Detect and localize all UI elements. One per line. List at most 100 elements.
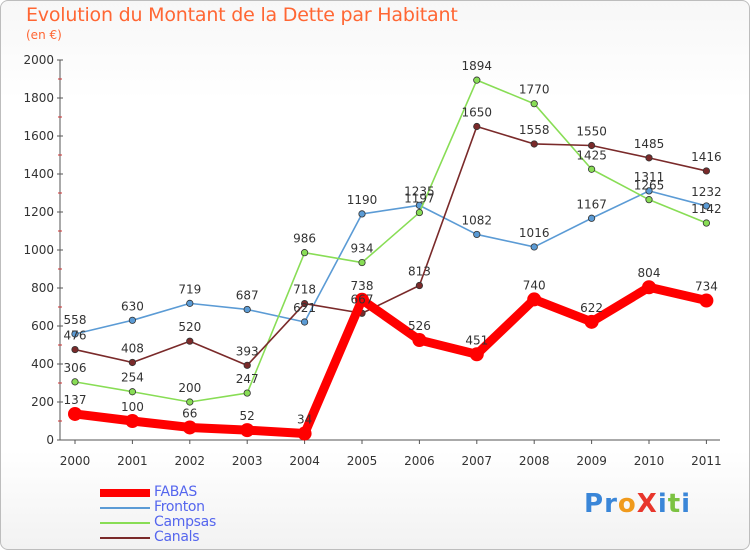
data-point-campsas [645,196,653,204]
data-point-fronton [300,318,309,326]
data-point-campsas [530,100,538,108]
data-label-canals: 1558 [519,123,550,137]
y-tick-label: 1200 [23,205,54,219]
data-point-canals [415,281,423,290]
legend-label-fronton: Fronton [154,499,205,515]
x-tick-label: 2004 [289,454,320,468]
data-label-fabas: 526 [408,319,431,333]
data-point-canals [71,345,79,354]
data-label-campsas: 1197 [404,192,435,206]
series-line-fronton [74,190,708,335]
data-label-campsas: 200 [178,381,201,395]
logo-letter: i [681,489,692,519]
y-tick-label: 400 [31,357,54,371]
legend-label-fabas: FABAS [154,484,197,500]
data-label-fabas: 740 [523,278,546,292]
data-label-fabas: 66 [182,406,197,420]
data-label-campsas: 934 [351,242,374,256]
data-point-fabas [297,426,312,441]
data-label-canals: 1650 [462,106,493,120]
x-tick-label: 2008 [519,454,550,468]
data-label-canals: 1485 [634,137,665,151]
legend-swatch-fronton [100,507,150,509]
data-point-fabas [182,420,197,435]
y-tick-label: 1000 [23,243,54,257]
data-point-canals [702,167,711,175]
data-label-campsas: 254 [121,371,144,385]
data-point-fronton [530,243,538,251]
data-point-fronton [473,230,481,239]
x-tick-label: 2000 [60,454,91,468]
data-point-fabas [469,347,484,362]
data-point-fronton [186,299,194,307]
data-point-fronton [358,210,366,218]
data-point-fabas [355,292,369,307]
data-label-fabas: 622 [580,301,603,315]
x-tick-label: 2010 [634,454,665,468]
data-label-fronton: 621 [293,301,316,315]
data-label-campsas: 1265 [634,179,665,193]
data-label-campsas: 1425 [576,148,607,162]
data-label-fronton: 1016 [519,226,550,240]
x-tick-label: 2003 [232,454,263,468]
data-point-fabas [699,293,714,308]
data-label-campsas: 1142 [691,202,722,216]
data-label-fabas: 451 [465,333,488,347]
x-tick-label: 2009 [576,454,607,468]
data-label-canals: 408 [121,341,144,355]
data-label-canals: 476 [64,329,87,343]
data-label-fronton: 1167 [576,197,607,211]
data-point-campsas [587,165,596,173]
data-label-canals: 1550 [576,125,607,139]
data-label-campsas: 1894 [462,59,493,73]
data-point-canals [473,122,481,131]
data-label-fabas: 100 [121,400,144,414]
data-label-campsas: 986 [293,232,316,246]
data-point-canals [645,154,653,162]
data-point-fabas [584,314,599,329]
x-tick-label: 2011 [691,454,722,468]
data-point-fabas [125,414,140,428]
data-label-fabas: 52 [240,409,255,423]
data-point-campsas [415,208,423,217]
data-label-campsas: 1770 [519,83,550,97]
data-point-fronton [128,316,136,324]
data-label-canals: 393 [236,344,259,358]
y-tick-label: 1400 [23,167,54,181]
y-tick-label: 200 [31,395,54,409]
data-label-fronton: 719 [178,282,201,296]
data-point-campsas [243,389,251,397]
data-point-fronton [587,214,596,222]
data-point-campsas [702,219,711,227]
legend-label-canals: Canals [154,529,200,545]
y-tick-label: 1800 [23,91,54,105]
data-point-fronton [71,330,79,338]
data-label-fabas: 738 [351,279,374,293]
logo-letter: P [584,489,605,519]
data-label-fronton: 1311 [634,170,665,184]
data-point-fabas [240,423,255,438]
data-point-campsas [300,249,309,257]
y-tick-label: 0 [46,433,54,447]
data-point-fronton [243,305,251,314]
data-point-fabas [412,333,427,348]
chart-subtitle: (en €) [26,28,62,42]
legend-swatch-campsas [100,522,150,524]
data-label-fronton: 558 [64,313,87,327]
data-label-fronton: 1082 [462,213,493,227]
data-point-canals [300,299,309,308]
data-label-canals: 1416 [691,150,722,164]
data-point-canals [186,337,194,345]
data-point-campsas [473,76,481,84]
data-label-fronton: 1235 [404,184,435,198]
data-label-fabas: 734 [695,280,718,294]
logo-letter: X [636,489,658,519]
legend-label-campsas: Campsas [154,514,216,530]
data-point-campsas [358,258,366,267]
data-point-fronton [702,202,711,210]
data-label-fabas: 34 [297,413,312,427]
y-tick-label: 800 [31,281,54,295]
y-tick-label: 600 [31,319,54,333]
data-label-fronton: 630 [121,299,144,313]
data-label-fronton: 1190 [347,193,378,207]
